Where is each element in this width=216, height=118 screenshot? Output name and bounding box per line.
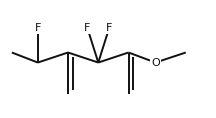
- Text: O: O: [151, 58, 160, 67]
- Text: F: F: [35, 23, 41, 33]
- Text: F: F: [84, 23, 91, 33]
- Text: F: F: [106, 23, 112, 33]
